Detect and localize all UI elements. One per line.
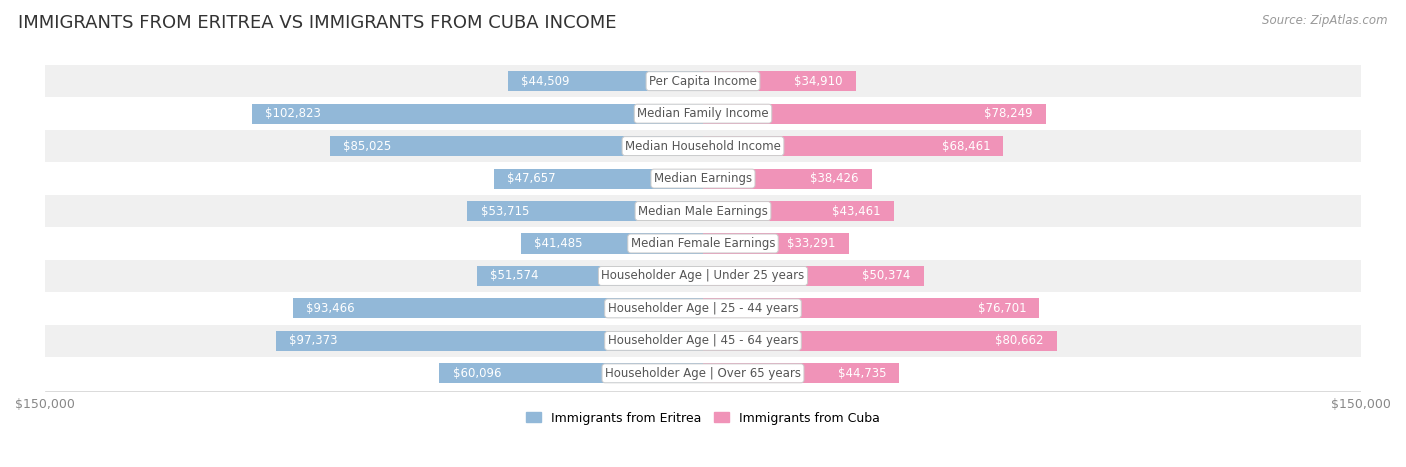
Bar (45, 227, 1361, 260)
Bar (703, 169, 872, 189)
Text: Per Capita Income: Per Capita Income (650, 75, 756, 88)
Text: $44,509: $44,509 (520, 75, 569, 88)
Text: $85,025: $85,025 (343, 140, 391, 153)
Text: $33,291: $33,291 (787, 237, 837, 250)
Bar (45, 260, 1361, 292)
Text: Source: ZipAtlas.com: Source: ZipAtlas.com (1263, 14, 1388, 27)
Bar (703, 298, 1039, 318)
Text: $51,574: $51,574 (489, 269, 538, 283)
Text: IMMIGRANTS FROM ERITREA VS IMMIGRANTS FROM CUBA INCOME: IMMIGRANTS FROM ERITREA VS IMMIGRANTS FR… (18, 14, 617, 32)
Bar (45, 195, 1361, 227)
Text: $102,823: $102,823 (266, 107, 321, 120)
Text: $93,466: $93,466 (307, 302, 354, 315)
Bar (703, 104, 1046, 124)
Text: $34,910: $34,910 (794, 75, 844, 88)
Bar (45, 130, 1361, 163)
Bar (45, 357, 1361, 389)
Text: $43,461: $43,461 (832, 205, 880, 218)
Text: Median Female Earnings: Median Female Earnings (631, 237, 775, 250)
Bar (45, 65, 1361, 98)
Bar (703, 234, 849, 254)
Text: $38,426: $38,426 (810, 172, 859, 185)
Text: $60,096: $60,096 (453, 367, 501, 380)
Text: Householder Age | Over 65 years: Householder Age | Over 65 years (605, 367, 801, 380)
Text: Householder Age | Under 25 years: Householder Age | Under 25 years (602, 269, 804, 283)
Bar (467, 201, 703, 221)
Bar (45, 325, 1361, 357)
Bar (252, 104, 703, 124)
Bar (45, 163, 1361, 195)
Bar (703, 136, 1004, 156)
Text: Householder Age | 25 - 44 years: Householder Age | 25 - 44 years (607, 302, 799, 315)
Text: $50,374: $50,374 (862, 269, 911, 283)
Text: Householder Age | 45 - 64 years: Householder Age | 45 - 64 years (607, 334, 799, 347)
Text: $44,735: $44,735 (838, 367, 886, 380)
Bar (330, 136, 703, 156)
Bar (703, 331, 1057, 351)
Text: Median Male Earnings: Median Male Earnings (638, 205, 768, 218)
Legend: Immigrants from Eritrea, Immigrants from Cuba: Immigrants from Eritrea, Immigrants from… (522, 407, 884, 430)
Bar (439, 363, 703, 383)
Bar (522, 234, 703, 254)
Text: $76,701: $76,701 (977, 302, 1026, 315)
Text: Median Family Income: Median Family Income (637, 107, 769, 120)
Text: $80,662: $80,662 (995, 334, 1043, 347)
Text: $53,715: $53,715 (481, 205, 529, 218)
Bar (45, 98, 1361, 130)
Bar (292, 298, 703, 318)
Bar (703, 201, 894, 221)
Bar (276, 331, 703, 351)
Text: $97,373: $97,373 (290, 334, 337, 347)
Bar (703, 71, 856, 91)
Bar (703, 363, 900, 383)
Bar (477, 266, 703, 286)
Text: Median Household Income: Median Household Income (626, 140, 780, 153)
Text: $41,485: $41,485 (534, 237, 582, 250)
Text: $78,249: $78,249 (984, 107, 1033, 120)
Text: $68,461: $68,461 (942, 140, 990, 153)
Bar (508, 71, 703, 91)
Text: Median Earnings: Median Earnings (654, 172, 752, 185)
Text: $47,657: $47,657 (508, 172, 555, 185)
Bar (45, 292, 1361, 325)
Bar (494, 169, 703, 189)
Bar (703, 266, 924, 286)
